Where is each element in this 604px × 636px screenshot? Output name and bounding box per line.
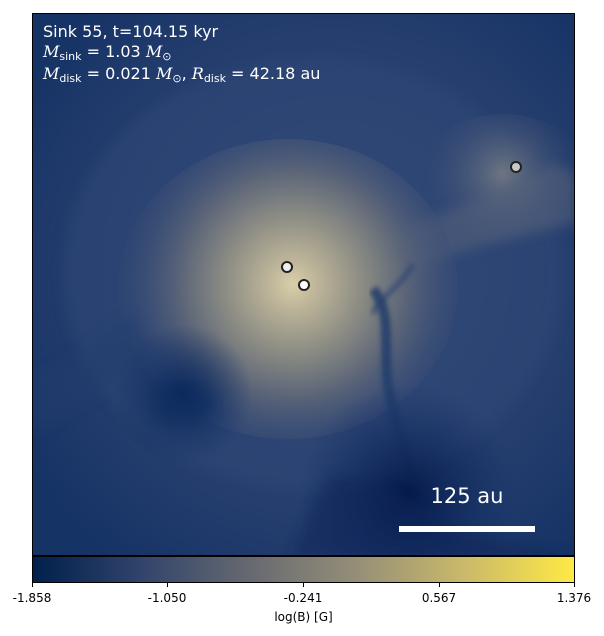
scale-bar [399, 526, 535, 532]
colorbar-tick [439, 583, 440, 587]
colorbar [32, 556, 575, 583]
colorbar-tick [574, 583, 575, 587]
colorbar-tick [303, 583, 304, 587]
colorbar-tick [167, 583, 168, 587]
colorbar-tick-label: -1.050 [147, 591, 187, 605]
colorbar-tick-label: 0.567 [421, 591, 457, 605]
colorbar-label: log(B) [G] [274, 610, 333, 624]
sink-particle-upper-right [510, 161, 522, 173]
magnetic-field-map: Sink 55, t=104.15 kyr Msink = 1.03 M⊙ Md… [32, 13, 575, 556]
colorbar-tick [32, 583, 33, 587]
disk-properties-label: Mdisk = 0.021 M⊙, Rdisk = 42.18 au [43, 64, 321, 85]
sink-particle-center-left [281, 261, 293, 273]
sink-title-label: Sink 55, t=104.15 kyr [43, 22, 219, 41]
colorbar-tick-label: 1.376 [556, 591, 592, 605]
sink-particle-center [298, 279, 310, 291]
colorbar-tick-label: -0.241 [283, 591, 323, 605]
scale-bar-label: 125 au [430, 484, 504, 508]
sink-mass-label: Msink = 1.03 M⊙ [43, 42, 172, 63]
colorbar-tick-label: -1.858 [12, 591, 52, 605]
